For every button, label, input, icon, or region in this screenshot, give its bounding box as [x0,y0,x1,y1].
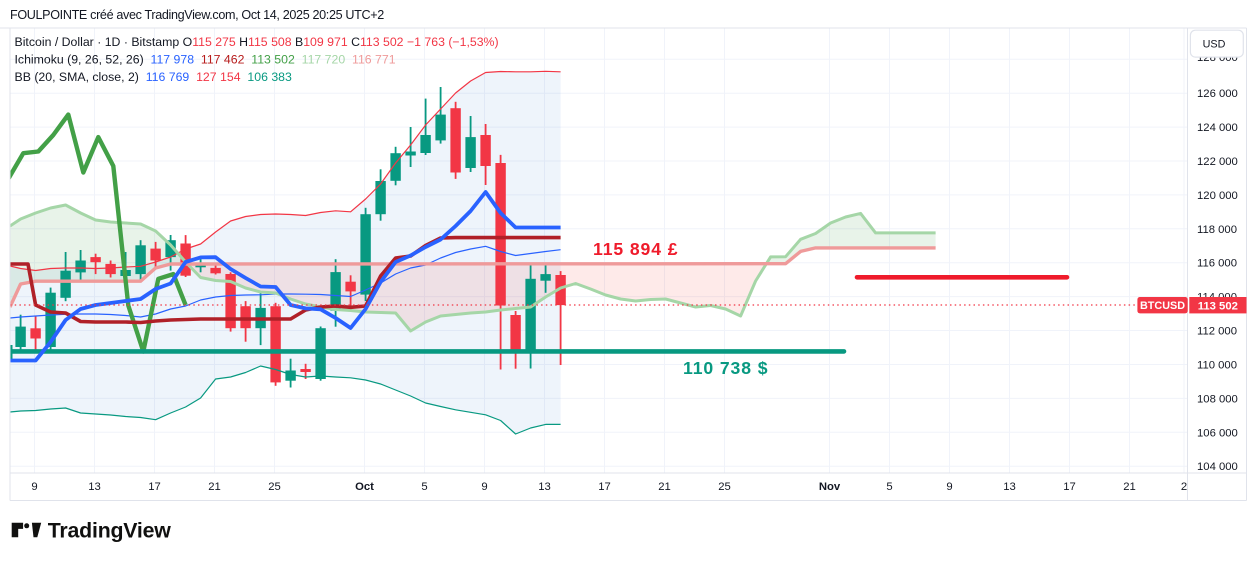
svg-text:USD: USD [1203,38,1226,50]
svg-text:2: 2 [1181,481,1187,493]
svg-text:BTCUSD: BTCUSD [1140,300,1185,312]
svg-text:112 000: 112 000 [1197,326,1237,338]
svg-text:124 000: 124 000 [1197,122,1238,134]
svg-text:21: 21 [208,481,221,493]
svg-text:110 000: 110 000 [1197,360,1237,372]
svg-text:122 000: 122 000 [1197,156,1238,168]
svg-text:BB (20, SMA, close, 2) 116 76: BB (20, SMA, close, 2) 116 769 127 154 1… [15,70,293,84]
svg-text:13: 13 [88,481,101,493]
svg-text:110 738 $: 110 738 $ [683,358,768,378]
svg-text:17: 17 [148,481,161,493]
svg-text:108 000: 108 000 [1197,393,1238,405]
svg-text:17: 17 [598,481,611,493]
svg-text:25: 25 [268,481,281,493]
svg-text:5: 5 [421,481,427,493]
svg-text:115 894 £: 115 894 £ [593,239,678,259]
svg-text:21: 21 [1123,481,1136,493]
svg-text:Ichimoku (9, 26, 52, 26) 117: Ichimoku (9, 26, 52, 26) 117 978 117 462… [15,53,396,67]
svg-text:104 000: 104 000 [1197,461,1238,473]
svg-text:113 502: 113 502 [1198,300,1238,312]
svg-text:9: 9 [481,481,487,493]
svg-text:126 000: 126 000 [1197,88,1238,100]
svg-text:21: 21 [658,481,671,493]
svg-text:Bitcoin / Dollar · 1D · Bitsta: Bitcoin / Dollar · 1D · Bitstamp O115 27… [15,35,499,49]
svg-text:5: 5 [886,481,892,493]
svg-text:Nov: Nov [819,481,841,493]
svg-text:17: 17 [1063,481,1076,493]
svg-text:120 000: 120 000 [1197,190,1238,202]
svg-text:TradingView: TradingView [48,519,171,543]
svg-text:13: 13 [1003,481,1016,493]
svg-text:Oct: Oct [355,481,374,493]
svg-text:FOULPOINTE créé avec TradingVi: FOULPOINTE créé avec TradingView.com, Oc… [10,8,384,22]
svg-text:13: 13 [538,481,551,493]
svg-text:9: 9 [946,481,952,493]
svg-text:118 000: 118 000 [1197,224,1237,236]
svg-text:106 000: 106 000 [1197,427,1238,439]
svg-text:25: 25 [718,481,731,493]
svg-text:9: 9 [31,481,37,493]
svg-text:116 000: 116 000 [1197,258,1237,270]
